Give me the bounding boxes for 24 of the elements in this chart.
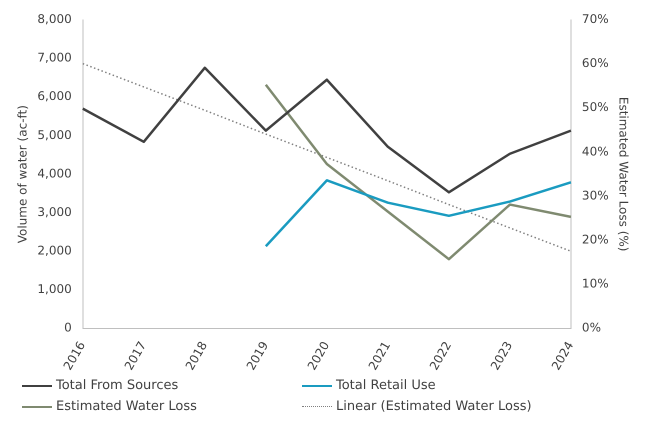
- line-series: [82, 62, 572, 252]
- y2-tick-label: 0%: [582, 320, 601, 334]
- y2-axis-title: Estimated Water Loss (%): [616, 96, 631, 252]
- y-tick-label: 2,000: [37, 243, 72, 258]
- y2-tick-label: 70%: [582, 12, 609, 26]
- legend-label: Linear (Estimated Water Loss): [336, 399, 532, 414]
- y-tick-label: 1,000: [37, 282, 72, 296]
- y-axis-title: Volume of water (ac-ft): [15, 105, 30, 244]
- y2-tick-label: 40%: [582, 144, 609, 158]
- y-tick-label: 0: [64, 320, 72, 334]
- legend-label: Estimated Water Loss: [56, 399, 197, 414]
- y-tick-label: 7,000: [37, 50, 72, 65]
- y2-tick-label: 30%: [582, 188, 609, 202]
- y-tick-label: 3,000: [37, 204, 72, 219]
- y-tick-label: 4,000: [37, 166, 72, 180]
- y2-tick-label: 20%: [582, 232, 609, 246]
- y2-tick-label: 60%: [582, 56, 609, 70]
- legend-label: Total Retail Use: [336, 378, 436, 393]
- y-tick-label: 8,000: [37, 12, 72, 26]
- y-tick-label: 6,000: [37, 89, 72, 104]
- y2-tick-label: 10%: [582, 276, 609, 290]
- y-tick-label: 5,000: [37, 128, 72, 142]
- y2-tick-label: 50%: [582, 100, 609, 114]
- legend-label: Total From Sources: [56, 378, 178, 393]
